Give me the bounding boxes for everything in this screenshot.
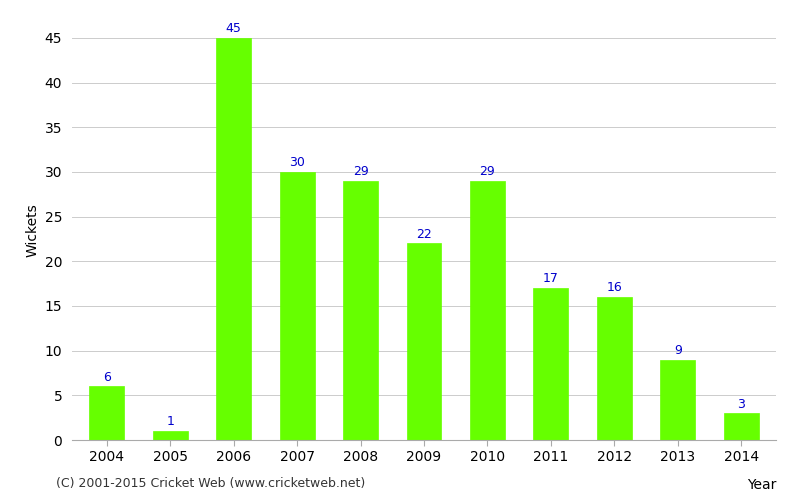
Text: 22: 22 — [416, 228, 432, 240]
Text: 16: 16 — [606, 282, 622, 294]
Bar — [406, 244, 442, 440]
Text: 9: 9 — [674, 344, 682, 357]
Text: 3: 3 — [737, 398, 745, 410]
Y-axis label: Wickets: Wickets — [25, 203, 39, 257]
Bar — [660, 360, 695, 440]
Bar — [216, 38, 251, 440]
Text: 45: 45 — [226, 22, 242, 35]
Text: 30: 30 — [290, 156, 305, 169]
Text: 1: 1 — [166, 416, 174, 428]
Text: 6: 6 — [103, 370, 111, 384]
Bar — [534, 288, 568, 440]
Text: Year: Year — [746, 478, 776, 492]
Text: 17: 17 — [543, 272, 558, 285]
Bar — [724, 413, 758, 440]
Bar — [90, 386, 124, 440]
Text: (C) 2001-2015 Cricket Web (www.cricketweb.net): (C) 2001-2015 Cricket Web (www.cricketwe… — [56, 477, 366, 490]
Bar — [280, 172, 314, 440]
Bar — [343, 181, 378, 440]
Text: 29: 29 — [353, 165, 369, 178]
Bar — [153, 431, 188, 440]
Bar — [597, 297, 632, 440]
Text: 29: 29 — [479, 165, 495, 178]
Bar — [470, 181, 505, 440]
